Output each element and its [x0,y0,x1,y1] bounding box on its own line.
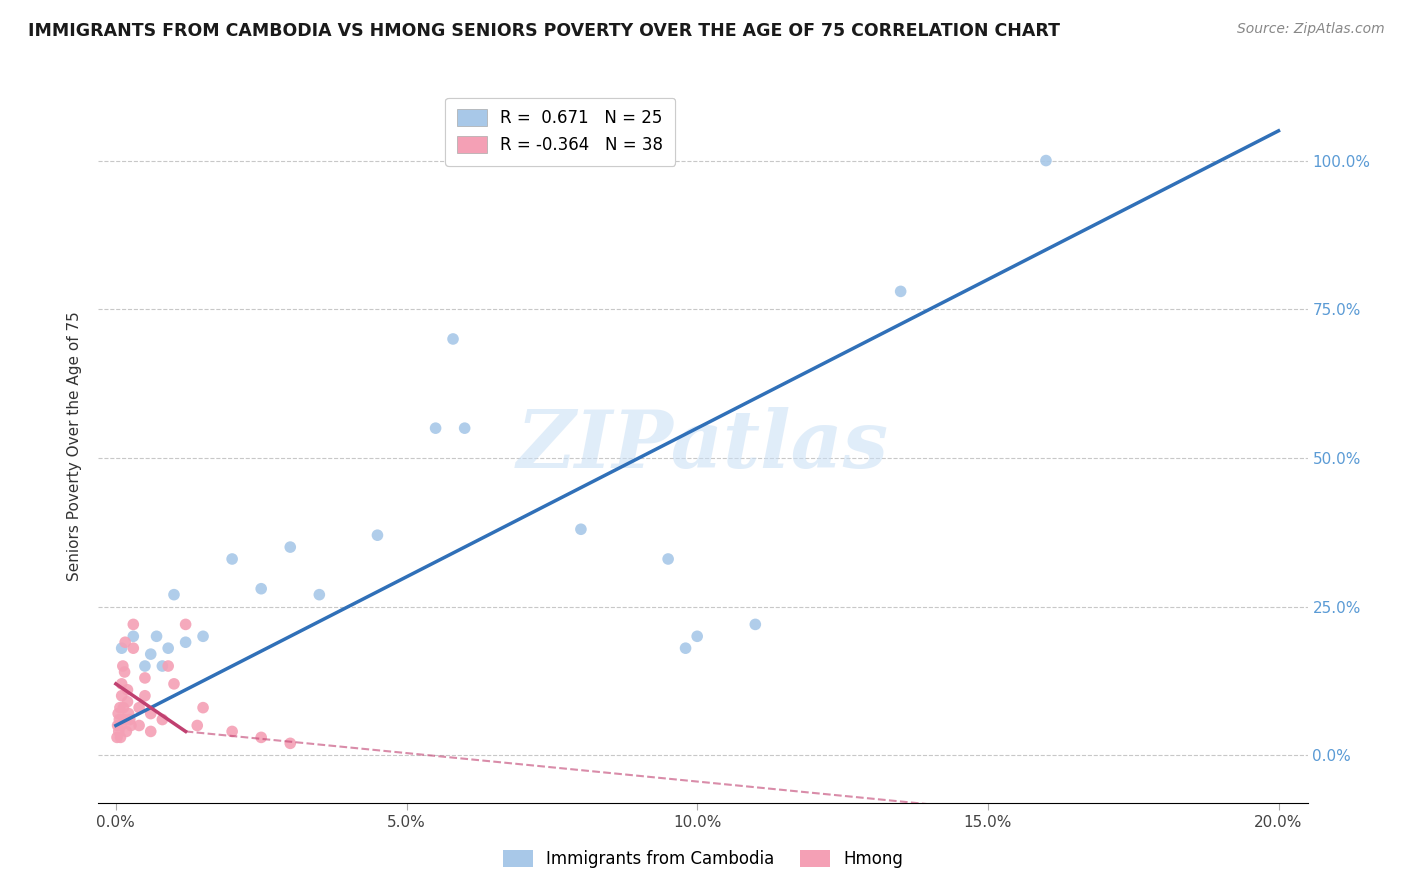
Point [686,629,709,643]
Point [191,700,214,714]
Point [139,647,162,661]
Point [425,421,447,435]
Point [278,540,301,554]
Point [250,582,273,596]
Point [744,617,766,632]
Point [569,522,592,536]
Point [112,713,135,727]
Legend: Immigrants from Cambodia, Hmong: Immigrants from Cambodia, Hmong [496,843,910,875]
Point [122,617,145,632]
Point [107,706,129,721]
Point [111,677,134,691]
Point [139,706,162,721]
Point [110,731,132,745]
Point [441,332,464,346]
Point [145,629,167,643]
Point [278,736,301,750]
Point [134,689,156,703]
Point [157,659,180,673]
Point [108,700,131,714]
Point [134,659,156,673]
Text: IMMIGRANTS FROM CAMBODIA VS HMONG SENIORS POVERTY OVER THE AGE OF 75 CORRELATION: IMMIGRANTS FROM CAMBODIA VS HMONG SENIOR… [28,22,1060,40]
Point [118,706,141,721]
Point [107,724,129,739]
Y-axis label: Seniors Poverty Over the Age of 75: Seniors Poverty Over the Age of 75 [67,311,83,581]
Point [111,641,134,656]
Point [308,588,330,602]
Point [114,665,136,679]
Point [221,552,243,566]
Point [163,677,186,691]
Point [117,695,139,709]
Point [118,713,141,727]
Point [122,641,145,656]
Point [657,552,679,566]
Point [163,588,186,602]
Point [174,617,197,632]
Point [150,659,173,673]
Point [111,689,134,703]
Point [150,713,173,727]
Point [120,718,142,732]
Point [453,421,475,435]
Point [110,718,132,732]
Point [134,671,156,685]
Point [675,641,697,656]
Point [890,285,912,299]
Point [221,724,243,739]
Point [117,682,139,697]
Point [366,528,388,542]
Point [108,713,131,727]
Point [250,731,273,745]
Point [105,731,128,745]
Point [128,700,150,714]
Point [122,629,145,643]
Point [112,700,135,714]
Point [191,629,214,643]
Point [115,724,138,739]
Point [174,635,197,649]
Point [157,641,180,656]
Point [114,635,136,649]
Legend: R =  0.671   N = 25, R = -0.364   N = 38: R = 0.671 N = 25, R = -0.364 N = 38 [446,97,675,166]
Point [1035,153,1057,168]
Point [128,718,150,732]
Text: ZIPatlas: ZIPatlas [517,408,889,484]
Point [186,718,208,732]
Point [111,659,134,673]
Point [107,718,129,732]
Text: Source: ZipAtlas.com: Source: ZipAtlas.com [1237,22,1385,37]
Point [139,724,162,739]
